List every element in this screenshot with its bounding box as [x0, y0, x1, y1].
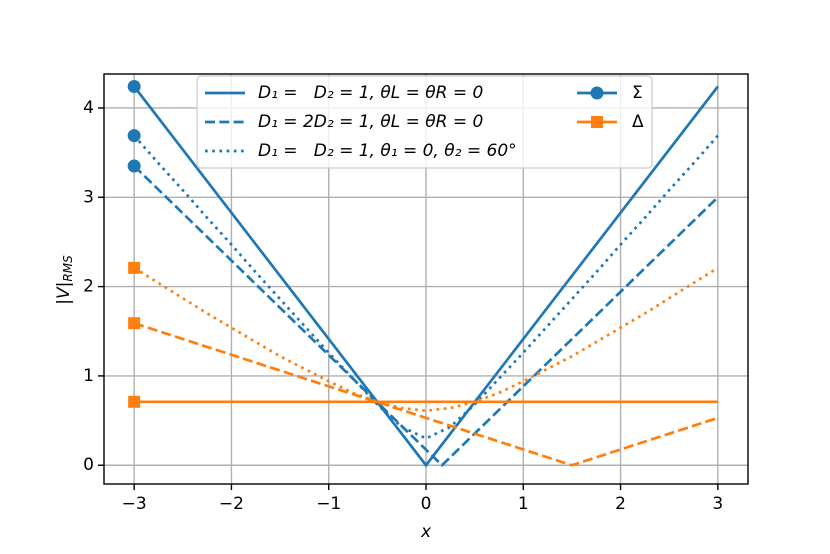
x-tick-label: 1	[518, 494, 529, 514]
series-line	[133, 266, 719, 413]
series-line	[133, 134, 719, 440]
y-axis-label-main: |V|	[54, 282, 74, 305]
series-line	[133, 165, 719, 468]
y-axis-label: |V|RMS	[54, 255, 75, 305]
x-axis-label: x	[420, 522, 432, 542]
y-tick-label: 2	[83, 277, 94, 297]
legend-label: Δ	[632, 112, 644, 132]
legend-label: D₁ = D₂ = 1, θ₁ = 0, θ₂ = 60°	[258, 141, 517, 161]
legend-label: Σ	[632, 83, 643, 103]
marker	[128, 261, 141, 274]
x-tick-label: −2	[219, 494, 244, 514]
marker	[128, 317, 141, 330]
marker	[590, 86, 604, 100]
marker	[127, 129, 141, 143]
x-tick-label: −3	[122, 494, 147, 514]
y-tick-label: 3	[83, 187, 94, 207]
axes-frame	[103, 73, 749, 485]
x-tick-label: 0	[421, 494, 432, 514]
legend-box	[196, 75, 653, 169]
y-tick-label: 4	[83, 98, 94, 118]
y-tick-label: 0	[83, 455, 94, 475]
legend-label: D₁ = 2D₂ = 1, θL = θR = 0	[258, 112, 483, 132]
marker	[127, 80, 141, 94]
series-line	[133, 321, 719, 467]
x-tick-label: 3	[712, 494, 723, 514]
marker	[128, 395, 141, 408]
marker	[127, 159, 141, 173]
series-line	[133, 85, 719, 468]
marker	[591, 116, 603, 128]
y-tick-label: 1	[83, 366, 94, 386]
x-tick-label: 2	[615, 494, 626, 514]
y-axis-label-subscript: RMS	[61, 255, 75, 282]
x-tick-label: −1	[316, 494, 341, 514]
legend-label: D₁ = D₂ = 1, θL = θR = 0	[258, 83, 483, 103]
